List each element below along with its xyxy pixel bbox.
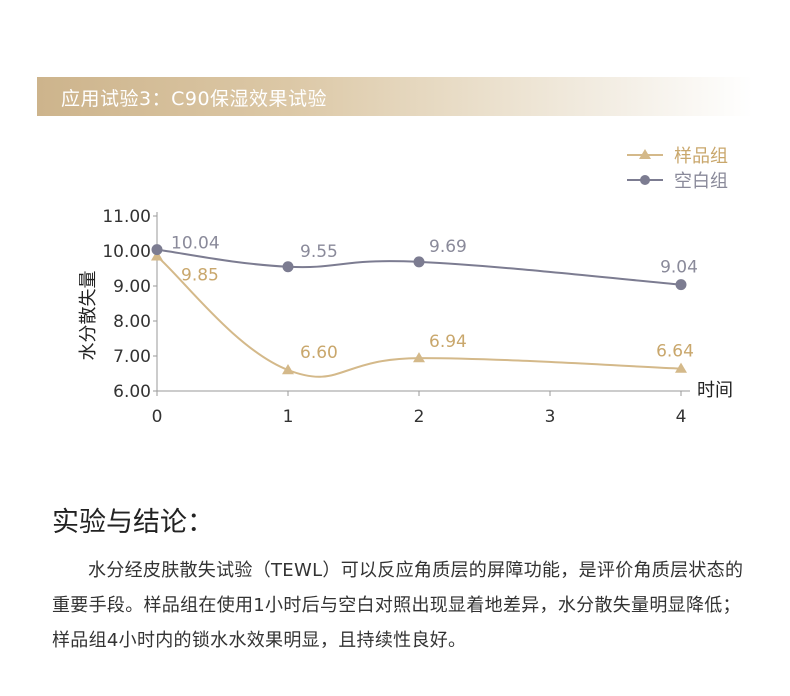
- sample-group-data-label: 6.64: [656, 342, 694, 362]
- blank-group-data-label: 9.69: [429, 237, 467, 257]
- x-tick-label: 4: [676, 407, 687, 427]
- blank-group-point: [282, 261, 294, 273]
- y-tick-label: 11.00: [102, 207, 151, 227]
- blank-group-data-label: 10.04: [171, 234, 220, 254]
- y-axis-title: 水分散失量: [78, 271, 99, 361]
- sample-group-data-label: 6.94: [429, 332, 467, 352]
- sample-group-legend-marker: [639, 149, 651, 159]
- blank-group-legend-label: 空白组: [674, 171, 728, 192]
- blank-group-point: [675, 279, 687, 291]
- header-banner: 应用试验3：C90保湿效果试验: [37, 77, 753, 116]
- chart-series-lines: [156, 248, 682, 378]
- blank-group-legend-marker: [640, 175, 650, 185]
- sample-group-data-label: 9.85: [181, 265, 219, 285]
- y-tick-label: 8.00: [113, 312, 151, 332]
- blank-group-data-label: 9.04: [660, 258, 698, 278]
- sample-group-point: [151, 250, 163, 261]
- sample-group-point: [675, 362, 687, 373]
- y-tick-label: 7.00: [113, 347, 151, 367]
- y-tick-label: 6.00: [113, 382, 151, 402]
- banner-title: 应用试验3：C90保湿效果试验: [61, 88, 328, 110]
- x-tick-label: 3: [545, 407, 556, 427]
- x-tick-label: 2: [414, 407, 425, 427]
- y-tick-label: 9.00: [113, 277, 151, 297]
- blank-group-point: [151, 244, 163, 256]
- y-tick-label: 10.00: [102, 242, 151, 262]
- blank-group-line: [156, 248, 682, 286]
- x-tick-label: 0: [152, 407, 163, 427]
- conclusion-text: 水分经皮肤散失试验（TEWL）可以反应角质层的屏障功能，是评价角质层状态的重要手…: [52, 560, 744, 651]
- blank-group-point: [413, 256, 425, 268]
- blank-group-data-label: 9.55: [300, 242, 338, 262]
- sample-group-data-label: 6.60: [300, 343, 338, 363]
- sample-group-point: [282, 364, 294, 375]
- x-axis-title: 时间: [697, 380, 733, 401]
- sample-group-point: [413, 352, 425, 363]
- conclusion-title: 实验与结论：: [52, 507, 214, 538]
- chart-marks: 9.85 6.60 6.94 6.64 10.04 9.55 9.69 9.04: [151, 234, 698, 375]
- x-tick-label: 1: [283, 407, 294, 427]
- sample-group-line: [156, 255, 682, 378]
- sample-group-legend-label: 样品组: [674, 146, 728, 167]
